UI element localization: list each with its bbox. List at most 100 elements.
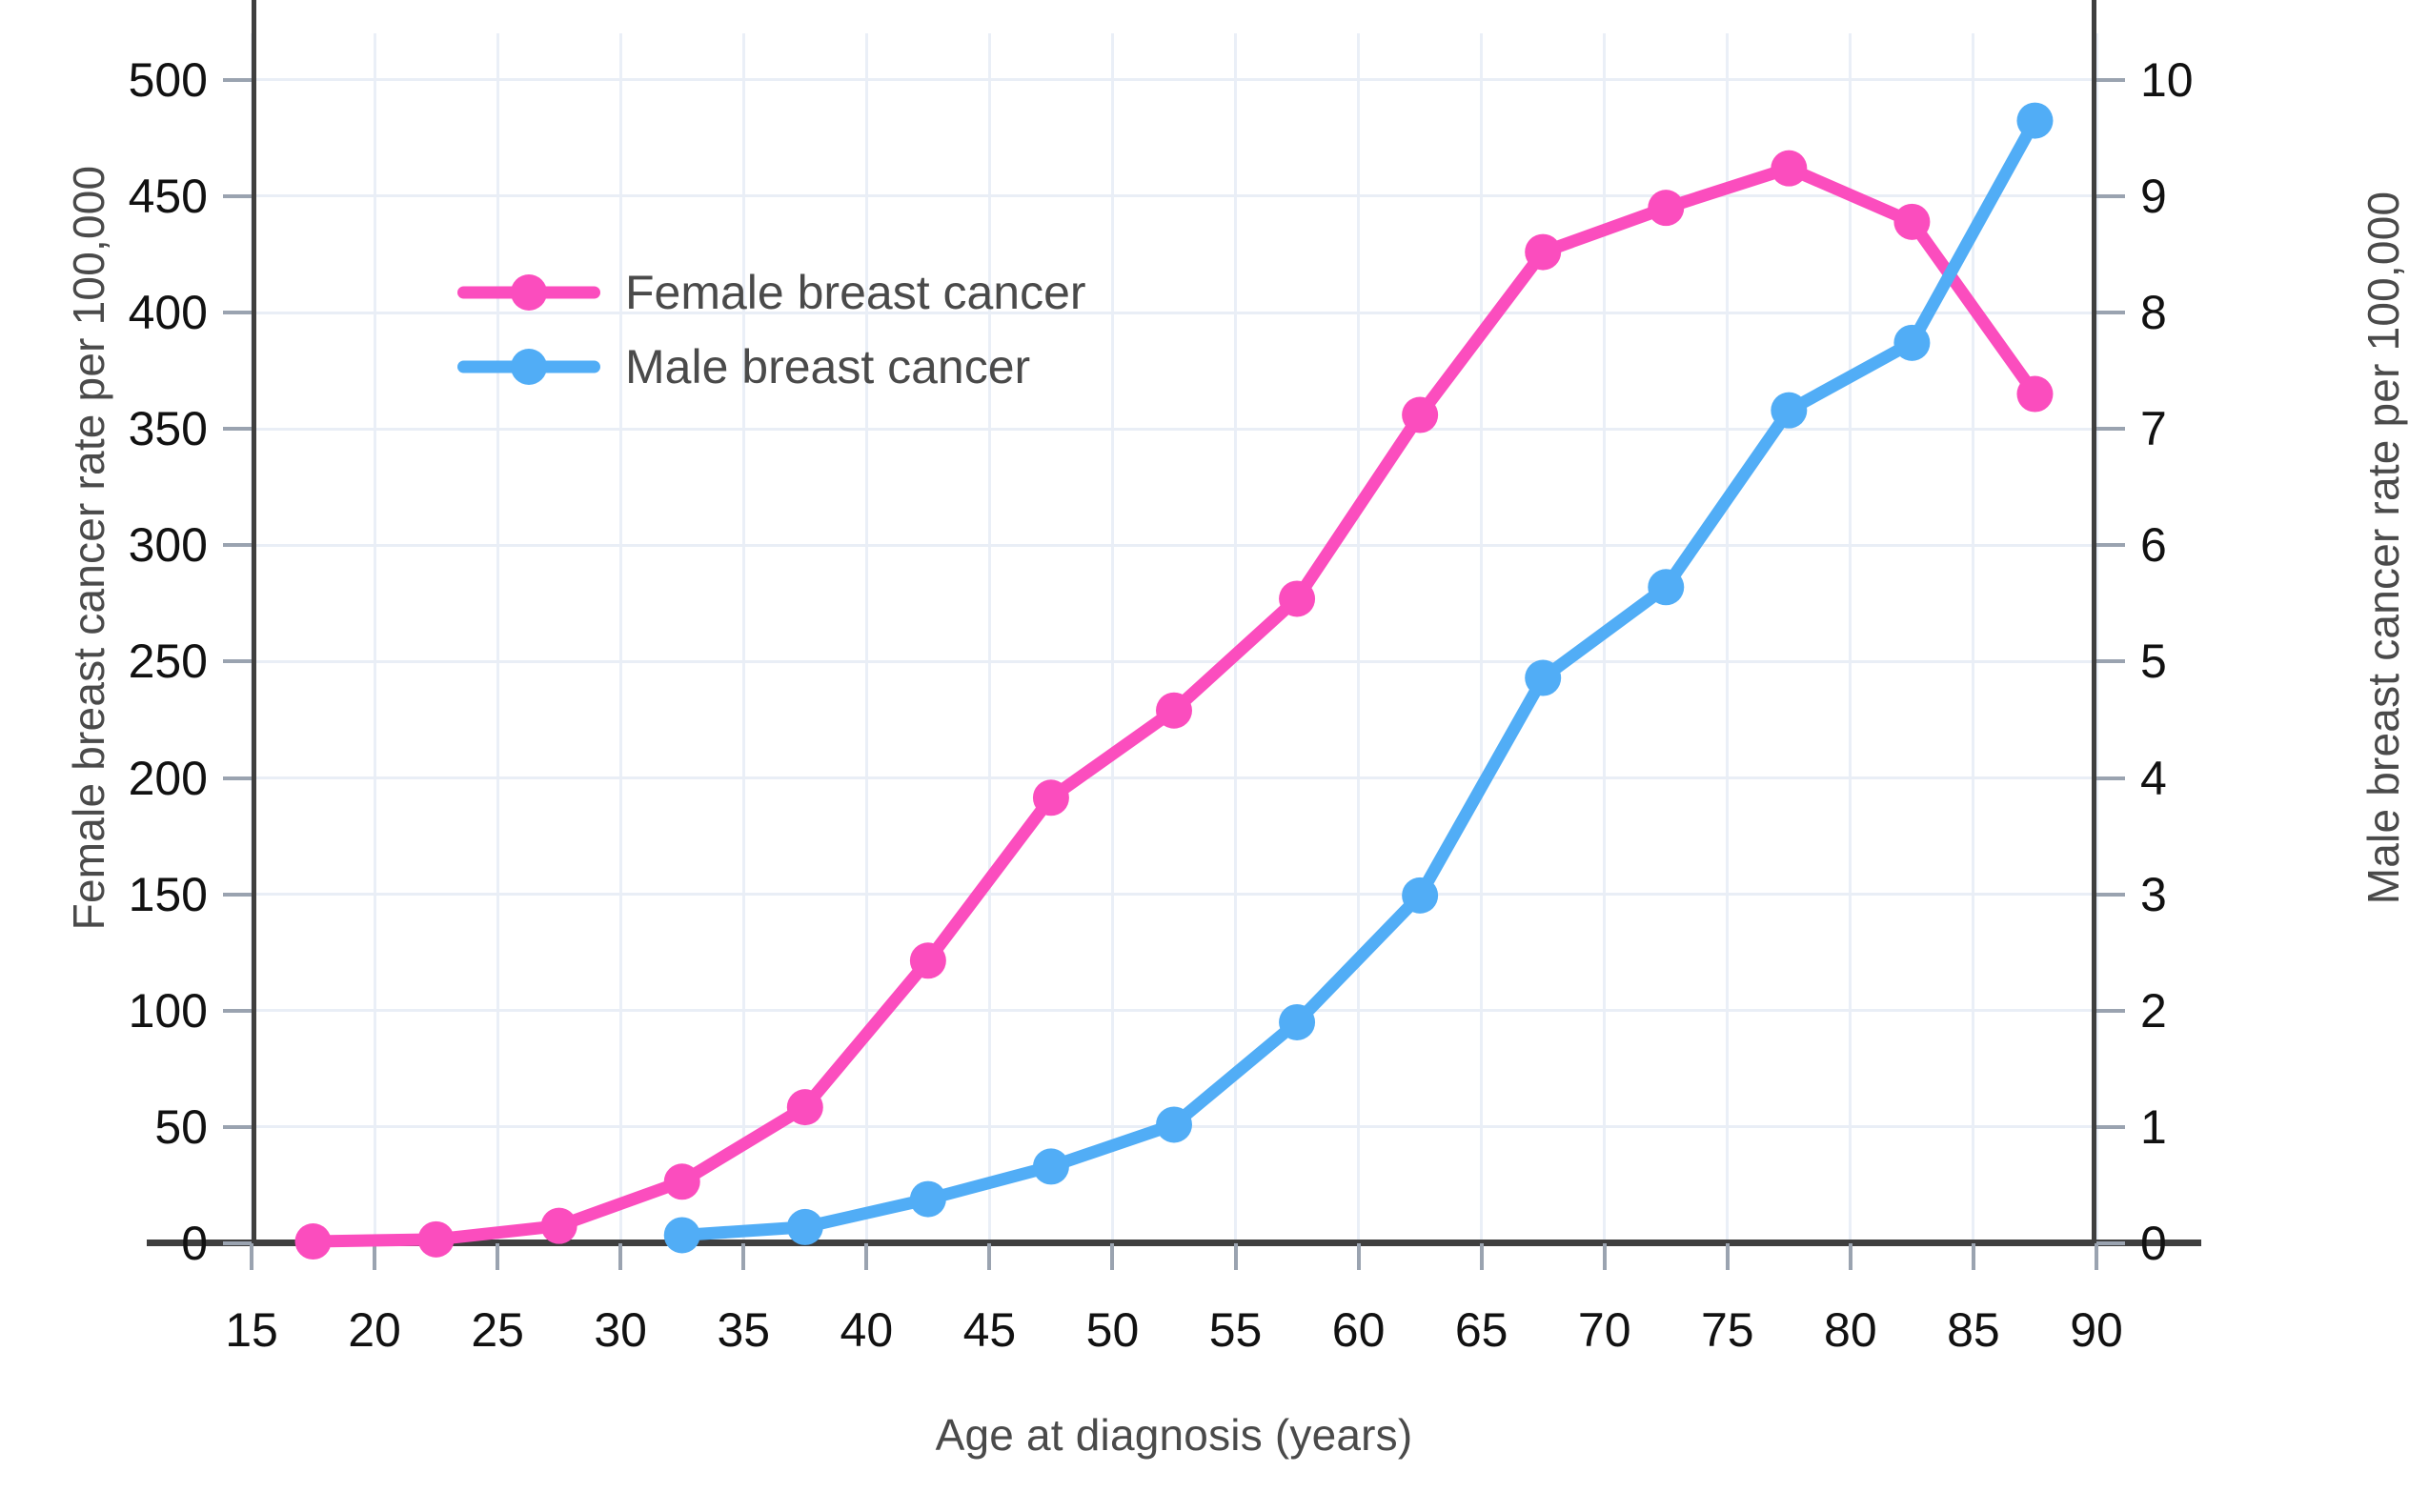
y-right-tick-label: 1	[2140, 1099, 2167, 1154]
y-left-tick-mark	[223, 311, 252, 315]
x-tick-mark	[1602, 1243, 1607, 1270]
data-point[interactable]	[1771, 150, 1808, 187]
y-left-tick-label: 100	[128, 983, 208, 1038]
data-point[interactable]	[1771, 392, 1808, 429]
y-left-tick-mark	[223, 1008, 252, 1013]
x-tick-mark	[987, 1243, 992, 1270]
data-point[interactable]	[1893, 324, 1931, 361]
data-point[interactable]	[417, 1220, 455, 1258]
data-point[interactable]	[1402, 877, 1439, 914]
y-left-tick-label: 450	[128, 169, 208, 223]
gridline-vertical	[496, 33, 499, 1243]
data-point[interactable]	[1402, 396, 1439, 433]
data-point[interactable]	[1156, 1106, 1192, 1143]
x-tick-label: 45	[962, 1303, 1017, 1357]
x-tick-mark	[1233, 1243, 1238, 1270]
left-axis-spine	[252, 0, 256, 1243]
x-tick-label: 55	[1208, 1303, 1263, 1357]
chart-legend: Female breast cancer Male breast cancer	[457, 255, 1086, 404]
data-point[interactable]	[786, 1089, 823, 1126]
data-point[interactable]	[2016, 102, 2054, 139]
data-point[interactable]	[909, 942, 946, 979]
x-tick-label: 80	[1824, 1303, 1877, 1357]
data-point[interactable]	[663, 1217, 700, 1254]
x-tick-mark	[250, 1243, 253, 1270]
legend-label-male: Male breast cancer	[625, 340, 1031, 393]
y-left-tick-mark	[223, 659, 252, 664]
gridline-horizontal	[252, 427, 2096, 431]
y-right-tick-mark	[2096, 1008, 2125, 1013]
gridline-vertical	[1234, 33, 1238, 1243]
series-line-male	[676, 114, 2041, 1241]
y-right-tick-mark	[2096, 193, 2125, 198]
data-point[interactable]	[1525, 233, 1562, 271]
x-tick-label: 70	[1577, 1303, 1631, 1357]
legend-swatch-female	[457, 274, 600, 311]
x-tick-label: 85	[1947, 1303, 2000, 1357]
y-left-tick-mark	[223, 193, 252, 198]
x-tick-label: 90	[2070, 1303, 2123, 1357]
gridline-vertical	[618, 33, 622, 1243]
x-tick-mark	[741, 1243, 746, 1270]
y-right-tick-label: 3	[2140, 867, 2167, 921]
gridline-vertical	[741, 33, 745, 1243]
bottom-axis-spine	[147, 1240, 2201, 1246]
y-right-tick-label: 9	[2140, 169, 2167, 223]
x-tick-label: 75	[1700, 1303, 1754, 1357]
y-right-tick-label: 5	[2140, 635, 2167, 689]
gridline-horizontal	[252, 78, 2096, 82]
y-left-tick-label: 350	[128, 402, 208, 456]
data-point[interactable]	[909, 1180, 946, 1218]
data-point[interactable]	[1032, 779, 1069, 816]
y-left-tick-mark	[223, 77, 252, 82]
x-tick-label: 15	[225, 1303, 278, 1357]
y-right-tick-label: 10	[2140, 52, 2194, 107]
x-tick-label: 35	[717, 1303, 771, 1357]
right-axis-spine	[2092, 0, 2096, 1243]
x-tick-mark	[1110, 1243, 1115, 1270]
x-tick-mark	[2095, 1243, 2098, 1270]
data-point[interactable]	[1156, 692, 1192, 729]
y-right-tick-mark	[2096, 659, 2125, 664]
y-right-tick-label: 7	[2140, 402, 2167, 456]
data-point[interactable]	[540, 1207, 577, 1244]
y-left-tick-mark	[223, 892, 252, 897]
legend-swatch-male	[457, 349, 600, 385]
y-axis-right-title: Male breast cancer rate per 100,000	[2358, 191, 2408, 905]
legend-item-male[interactable]: Male breast cancer	[457, 330, 1086, 404]
legend-item-female[interactable]: Female breast cancer	[457, 255, 1086, 330]
y-left-tick-mark	[223, 1241, 252, 1245]
gridline-vertical	[373, 33, 376, 1243]
y-left-tick-mark	[223, 1124, 252, 1129]
data-point[interactable]	[1893, 203, 1931, 240]
data-point[interactable]	[294, 1223, 332, 1260]
x-tick-label: 20	[348, 1303, 401, 1357]
data-point[interactable]	[1279, 580, 1316, 617]
data-point[interactable]	[1032, 1148, 1069, 1185]
x-tick-mark	[1725, 1243, 1730, 1270]
gridline-horizontal	[252, 659, 2096, 663]
data-point[interactable]	[1648, 569, 1685, 606]
y-left-tick-label: 150	[128, 867, 208, 921]
plot-area	[147, 0, 2201, 1270]
y-right-tick-label: 0	[2140, 1217, 2167, 1270]
y-left-tick-label: 300	[128, 518, 208, 573]
x-tick-label: 25	[471, 1303, 524, 1357]
x-tick-mark	[496, 1243, 500, 1270]
data-point[interactable]	[2016, 375, 2054, 413]
data-point[interactable]	[786, 1208, 823, 1245]
gridline-vertical	[987, 33, 991, 1243]
gridline-horizontal	[252, 776, 2096, 780]
data-point[interactable]	[663, 1163, 700, 1200]
x-tick-mark	[864, 1243, 869, 1270]
y-left-tick-label: 500	[128, 52, 208, 107]
y-right-tick-mark	[2096, 543, 2125, 548]
gridline-vertical	[1849, 33, 1852, 1243]
y-right-tick-mark	[2096, 427, 2125, 432]
data-point[interactable]	[1525, 659, 1562, 696]
data-point[interactable]	[1279, 1003, 1316, 1040]
y-right-tick-mark	[2096, 1124, 2125, 1129]
x-tick-label: 30	[594, 1303, 647, 1357]
data-point[interactable]	[1648, 190, 1685, 227]
